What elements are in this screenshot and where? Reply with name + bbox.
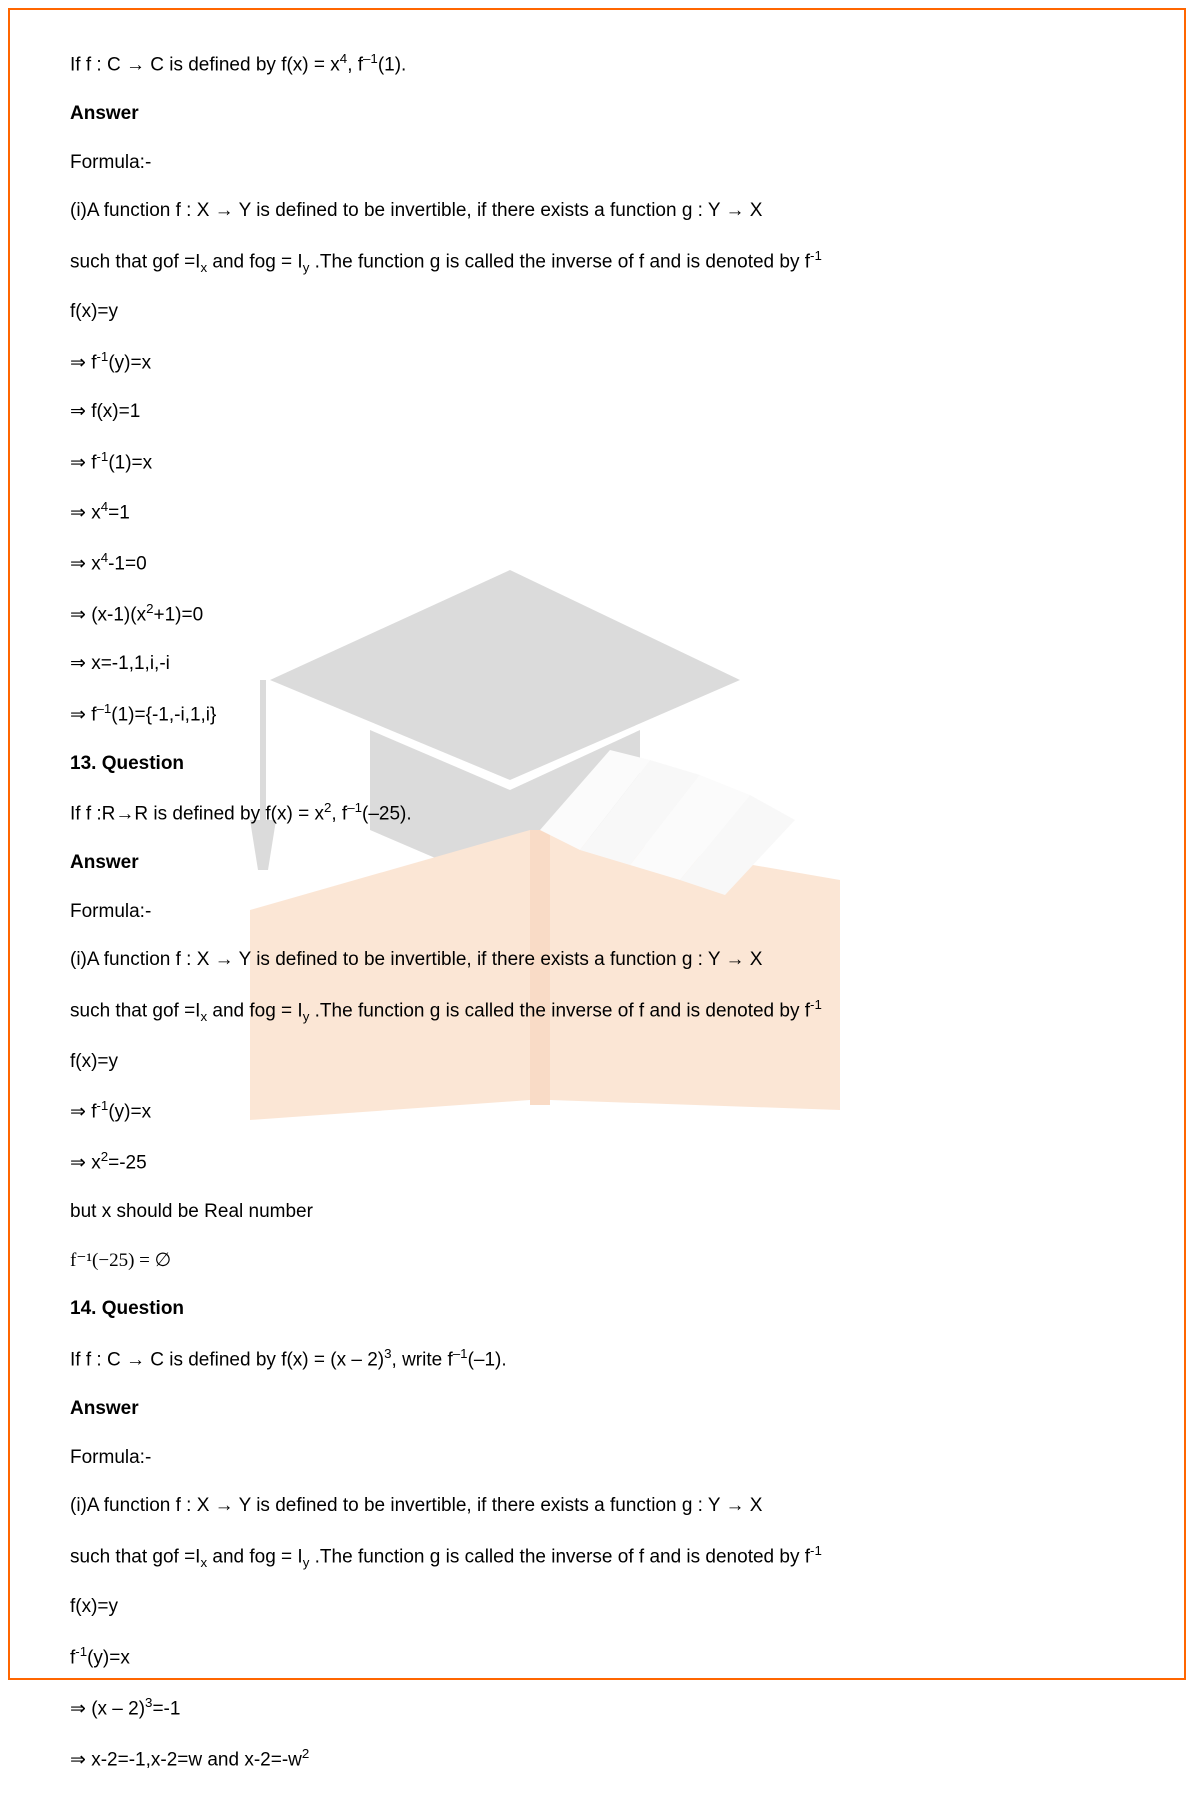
text: +1)=0 bbox=[153, 605, 203, 626]
formula-line: (i)A function f : X → Y is defined to be… bbox=[70, 947, 1124, 974]
text: (–25). bbox=[362, 804, 412, 825]
text: ⇒ x bbox=[70, 1153, 101, 1174]
step: ⇒ x4-1=0 bbox=[70, 549, 1124, 578]
text: ⇒ f bbox=[70, 452, 96, 473]
text: , f bbox=[347, 54, 363, 75]
step: ⇒ x2=-25 bbox=[70, 1148, 1124, 1177]
text: , f bbox=[331, 804, 347, 825]
sup: –1 bbox=[363, 51, 378, 66]
text: (1). bbox=[378, 54, 407, 75]
sup: 3 bbox=[384, 1346, 391, 1361]
q13-prompt: If f :R→R is defined by f(x) = x2, f–1(–… bbox=[70, 799, 1124, 828]
step: ⇒ x-2=-1,x-2=w and x-2=-w2 bbox=[70, 1745, 1124, 1774]
text: (y)=x bbox=[87, 1647, 130, 1668]
text: If f :R→R is defined by f(x) = x bbox=[70, 804, 324, 825]
q12-prompt: If f : C → C is defined by f(x) = x4, f–… bbox=[70, 50, 1124, 79]
sup: 3 bbox=[145, 1695, 152, 1710]
text: (y)=x bbox=[108, 1102, 151, 1123]
formula-line: such that gof =Ix and fog = Iy .The func… bbox=[70, 996, 1124, 1027]
sup: 4 bbox=[101, 499, 108, 514]
step: ⇒ f–1(1)={-1,-i,1,i} bbox=[70, 700, 1124, 729]
text: (1)={-1,-i,1,i} bbox=[111, 704, 216, 725]
step: ⇒ f(x)=1 bbox=[70, 399, 1124, 426]
text: and fog = I bbox=[207, 1546, 303, 1567]
q14-prompt: If f : C → C is defined by f(x) = (x – 2… bbox=[70, 1345, 1124, 1374]
step: f(x)=y bbox=[70, 299, 1124, 326]
answer-heading: Answer bbox=[70, 101, 1124, 128]
text: ⇒ f bbox=[70, 352, 96, 373]
text: =-1 bbox=[152, 1698, 180, 1719]
text: ⇒ x bbox=[70, 554, 101, 575]
sup: –1 bbox=[96, 701, 111, 716]
answer-heading: Answer bbox=[70, 1396, 1124, 1423]
text: ⇒ (x – 2) bbox=[70, 1698, 145, 1719]
formula-line: such that gof =Ix and fog = Iy .The func… bbox=[70, 247, 1124, 278]
answer-heading: Answer bbox=[70, 850, 1124, 877]
sup: -1 bbox=[810, 248, 822, 263]
text: ⇒ x bbox=[70, 503, 101, 524]
text: such that gof =I bbox=[70, 1000, 200, 1021]
text: .The function g is called the inverse of… bbox=[309, 1546, 810, 1567]
text: and fog = I bbox=[207, 1000, 303, 1021]
text: .The function g is called the inverse of… bbox=[309, 251, 810, 272]
text: .The function g is called the inverse of… bbox=[309, 1000, 810, 1021]
sup: -1 bbox=[75, 1644, 87, 1659]
question-heading: 14. Question bbox=[70, 1296, 1124, 1323]
sup: –1 bbox=[347, 800, 362, 815]
text: -1=0 bbox=[108, 554, 147, 575]
sup: -1 bbox=[810, 1543, 822, 1558]
question-heading: 13. Question bbox=[70, 751, 1124, 778]
text: =1 bbox=[108, 503, 130, 524]
document-content: If f : C → C is defined by f(x) = x4, f–… bbox=[70, 50, 1124, 1796]
step: f⁻¹(−25) = ∅ bbox=[70, 1248, 1124, 1275]
step: but x should be Real number bbox=[70, 1199, 1124, 1226]
step: f(x)=y bbox=[70, 1594, 1124, 1621]
text: ⇒ f bbox=[70, 1102, 96, 1123]
text: =-25 bbox=[108, 1153, 147, 1174]
formula-line: such that gof =Ix and fog = Iy .The func… bbox=[70, 1542, 1124, 1573]
sup: -1 bbox=[810, 997, 822, 1012]
sup: 2 bbox=[101, 1149, 108, 1164]
step: f(x)=y bbox=[70, 1049, 1124, 1076]
step: ⇒ f-1(1)=x bbox=[70, 448, 1124, 477]
formula-label: Formula:- bbox=[70, 899, 1124, 926]
formula-label: Formula:- bbox=[70, 150, 1124, 177]
step: ⇒ x4=1 bbox=[70, 498, 1124, 527]
formula-line: (i)A function f : X → Y is defined to be… bbox=[70, 198, 1124, 225]
text: ⇒ (x-1)(x bbox=[70, 605, 146, 626]
sup: -1 bbox=[96, 349, 108, 364]
text: (1)=x bbox=[108, 452, 152, 473]
text: If f : C → C is defined by f(x) = x bbox=[70, 54, 340, 75]
step: ⇒ (x-1)(x2+1)=0 bbox=[70, 600, 1124, 629]
text: and fog = I bbox=[207, 251, 303, 272]
sup: 2 bbox=[302, 1746, 309, 1761]
text: (y)=x bbox=[108, 352, 151, 373]
step: ⇒ x=-1,1,i,-i bbox=[70, 651, 1124, 678]
text: ⇒ f bbox=[70, 704, 96, 725]
step: ⇒ (x – 2)3=-1 bbox=[70, 1694, 1124, 1723]
text: , write f bbox=[392, 1349, 453, 1370]
text: (–1). bbox=[468, 1349, 507, 1370]
text: such that gof =I bbox=[70, 251, 200, 272]
formula-label: Formula:- bbox=[70, 1445, 1124, 1472]
sup: 4 bbox=[101, 550, 108, 565]
step: ⇒ f-1(y)=x bbox=[70, 348, 1124, 377]
text: such that gof =I bbox=[70, 1546, 200, 1567]
formula-line: (i)A function f : X → Y is defined to be… bbox=[70, 1493, 1124, 1520]
step: ⇒ f-1(y)=x bbox=[70, 1097, 1124, 1126]
text: ⇒ x-2=-1,x-2=w and x-2=-w bbox=[70, 1749, 302, 1770]
sup: -1 bbox=[96, 449, 108, 464]
sup: -1 bbox=[96, 1098, 108, 1113]
step: f-1(y)=x bbox=[70, 1643, 1124, 1672]
text: If f : C → C is defined by f(x) = (x – 2… bbox=[70, 1349, 384, 1370]
sup: –1 bbox=[453, 1346, 468, 1361]
